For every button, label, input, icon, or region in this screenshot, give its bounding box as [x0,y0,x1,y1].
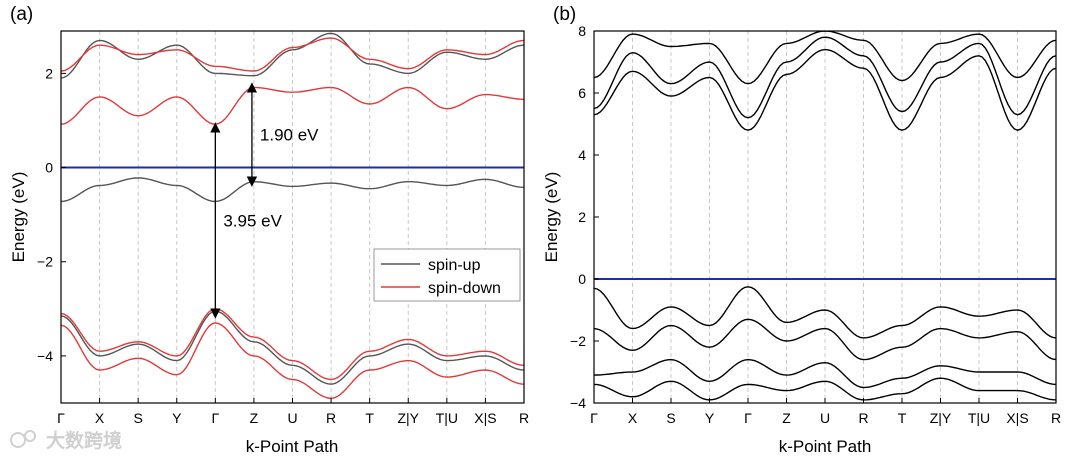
legend-label-spin-down: spin-down [428,280,501,297]
xtick-label-a-11: X|S [474,410,496,426]
xtick-label-a-10: T|U [436,410,458,426]
xtick-label-b-1: X [628,410,638,426]
band-b-3 [594,286,1056,339]
panel-b-y-ticks: −4 −2 0 2 4 6 8 [570,23,599,411]
xtick-label-b-3: Y [705,410,715,426]
xtick-label-a-2: S [133,410,142,426]
band-a-4 [61,310,524,385]
panel-b-bands [594,31,1056,401]
ytick-label-b-0: −4 [570,395,586,411]
xtick-label-b-11: X|S [1006,410,1028,426]
band-a-5 [61,308,524,381]
xtick-label-b-8: T [898,410,907,426]
panel-label-a: (a) [10,4,33,25]
xtick-label-a-9: Z|Y [397,410,419,426]
panel-a-y-axis-label: Energy (eV) [9,172,28,263]
xtick-label-a-0: Γ [57,410,65,426]
ytick-label-a-1: −2 [37,254,53,270]
ytick-label-b-4: 4 [578,147,586,163]
panel-b-x-ticks: Γ X S Y Γ Z U R T Z|Y T|U X|S R [590,398,1061,426]
xtick-label-b-0: Γ [590,410,598,426]
band-a-0 [61,86,524,125]
panel-a-y-ticks: −4 −2 0 2 [37,65,66,364]
panel-label-b: (b) [553,4,576,25]
band-b-0 [594,48,1056,131]
band-a-6 [61,322,524,400]
gap-label-1.90: 1.90 eV [260,126,319,145]
ytick-label-a-2: 0 [45,160,53,176]
watermark-text: 大数跨境 [46,429,122,452]
xtick-label-a-6: U [287,410,297,426]
ytick-label-b-5: 6 [578,85,586,101]
xtick-label-b-9: Z|Y [930,410,952,426]
legend-label-spin-up: spin-up [428,257,481,274]
band-b-1 [594,36,1056,119]
xtick-label-b-12: R [1051,410,1061,426]
xtick-label-a-4: Γ [211,410,219,426]
ytick-label-b-2: 0 [578,271,586,287]
panel-a-x-axis-label: k-Point Path [246,437,339,456]
gap-label-3.95: 3.95 eV [223,212,282,231]
xtick-label-a-1: X [95,410,105,426]
xtick-label-a-7: R [326,410,336,426]
xtick-label-a-12: R [519,410,529,426]
band-b-4 [594,318,1056,361]
band-b-6 [594,377,1056,401]
xtick-label-a-3: Y [172,410,182,426]
xtick-label-a-5: Z [250,410,259,426]
ytick-label-a-3: 2 [45,65,53,81]
watermark-logo-dot-icon [24,430,36,442]
ytick-label-b-6: 8 [578,23,586,39]
ytick-label-b-1: −2 [570,333,586,349]
xtick-label-b-6: U [820,410,830,426]
band-a-2 [61,32,524,79]
xtick-label-b-5: Z [782,410,791,426]
xtick-label-b-4: Γ [744,410,752,426]
panel-a-x-ticks: Γ X S Y Γ Z U R T Z|Y T|U X|S R [57,398,529,426]
band-a-3 [61,37,524,72]
panel-a-legend: spin-up spin-down [373,248,521,302]
xtick-label-b-2: S [666,410,675,426]
band-b-5 [594,358,1056,389]
band-a-1 [61,177,524,203]
panel-b-x-axis-label: k-Point Path [779,437,872,456]
legend-box [373,248,521,302]
panel-a-bands [61,32,524,400]
xtick-label-b-10: T|U [968,410,990,426]
ytick-label-b-3: 2 [578,209,586,225]
watermark-logo-icon [10,432,26,448]
xtick-label-a-8: T [365,410,374,426]
xtick-label-b-7: R [858,410,868,426]
panel-b-y-axis-label: Energy (eV) [542,172,561,263]
band-b-2 [594,31,1056,85]
watermark: 大数跨境 [10,429,122,452]
ytick-label-a-0: −4 [37,348,53,364]
